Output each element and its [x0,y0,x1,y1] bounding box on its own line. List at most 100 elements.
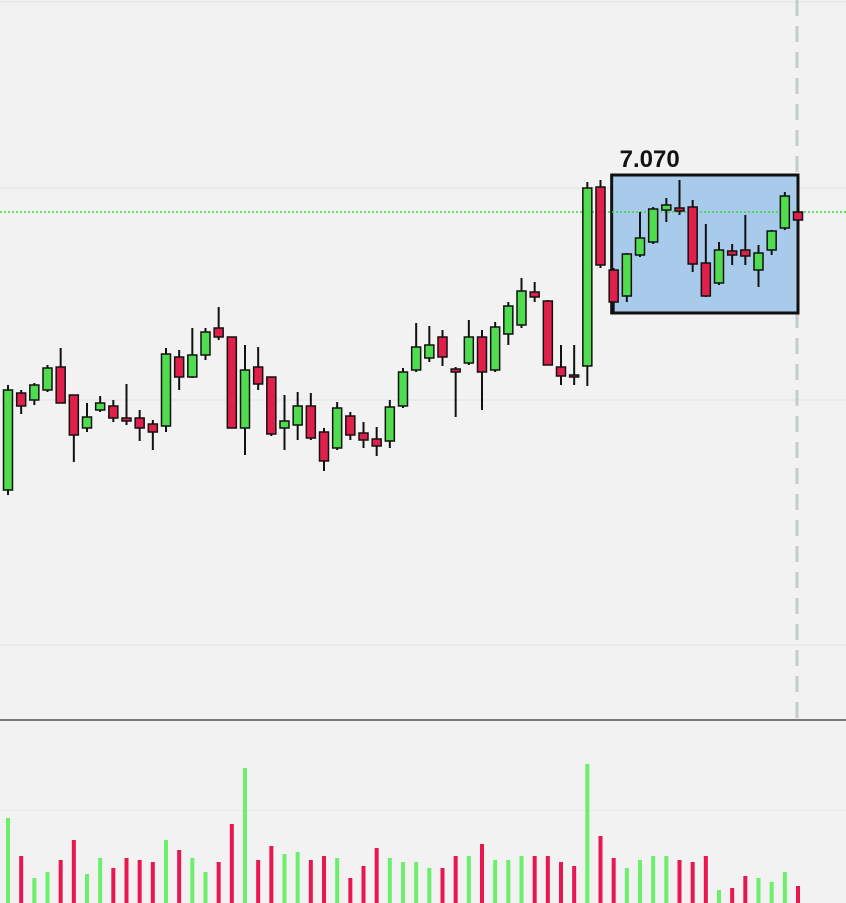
candle-body [568,374,580,378]
volume-panel [6,764,800,903]
volume-bar [690,862,695,903]
candle-body [687,206,698,265]
candle-body [529,291,540,298]
candle-body [68,394,80,436]
volume-bar [19,856,24,903]
candle-body [753,252,764,271]
candle-body [108,405,119,419]
candle-body [252,366,264,385]
volume-bar [269,846,274,903]
volume-bar [677,860,682,903]
candle-body [239,369,251,429]
volume-bar [651,856,656,903]
candle-body [674,207,685,212]
volume-bar [506,860,511,903]
candle-body [397,371,409,407]
candle-body [226,336,238,429]
volume-bar [295,852,300,903]
volume-bar [58,860,63,903]
volume-bar [111,868,116,903]
candle-body [94,402,106,411]
volume-bar [164,840,168,903]
candle-body [345,415,356,436]
candle-body [424,344,435,359]
candle-body [305,405,317,439]
volume-bar [6,818,10,903]
candle-body [358,432,369,441]
volume-bar [308,860,313,903]
candle-body [555,366,567,377]
candle-body [410,346,422,371]
candle-body [200,331,211,356]
candle-body [331,407,343,449]
candle-body [608,269,619,303]
volume-bar [572,866,577,903]
volume-bar [796,886,800,903]
volume-bar [611,858,616,903]
candle-body [134,417,145,429]
candle-body [450,368,461,373]
volume-bar [177,850,182,903]
volume-bar [756,878,761,903]
volume-bar [348,878,353,903]
volume-bar [585,764,590,903]
candle-body [173,356,185,378]
candle-body [384,406,396,442]
candle-body [713,249,725,284]
candle-body [292,405,303,426]
volume-bar [782,872,787,903]
volume-bar [85,874,89,903]
volume-bar [427,868,432,903]
candle-body [489,326,501,371]
candle-body [318,431,330,462]
candle-body [634,237,646,256]
volume-bar [322,856,326,903]
candle-body [15,392,27,407]
volume-bar [769,882,774,903]
candle-body [213,327,224,338]
candle-body [516,290,527,326]
candle-body [661,204,672,211]
volume-bar [387,858,392,903]
candle-body [647,208,659,243]
volume-bar [559,862,563,903]
volume-bar [624,868,629,903]
volume-bar [216,862,221,903]
volume-bar [229,824,234,903]
volume-bar [361,866,366,903]
volume-bar [190,858,195,903]
candle-body [42,367,53,391]
volume-bar [743,876,748,903]
candle-body [187,354,198,378]
candle-body [437,336,448,358]
range-label: 7.070 [620,146,680,173]
volume-bar [124,858,129,903]
volume-bar [703,856,708,903]
candle-body [160,353,172,427]
volume-bar [466,856,471,903]
volume-bar [453,856,458,903]
candle-body [81,416,93,429]
volume-bar [440,868,445,903]
volume-bar [374,848,379,903]
candle-body [121,417,132,422]
candle-body [779,195,791,229]
volume-bar [717,890,721,903]
candle-body [476,336,488,373]
volume-bar [493,860,498,903]
candle-body [279,420,290,429]
volume-bar [150,862,155,903]
price-panel: 7.070 [0,146,846,495]
volume-bar [638,860,642,903]
candle-body [55,366,66,404]
volume-bar [598,836,603,903]
candle-body [2,389,14,491]
candle-body [371,438,382,447]
volume-bar [243,768,247,903]
candle-body [542,300,554,366]
candle-body [463,336,475,364]
volume-bar [71,840,76,903]
volume-bar [730,888,735,903]
